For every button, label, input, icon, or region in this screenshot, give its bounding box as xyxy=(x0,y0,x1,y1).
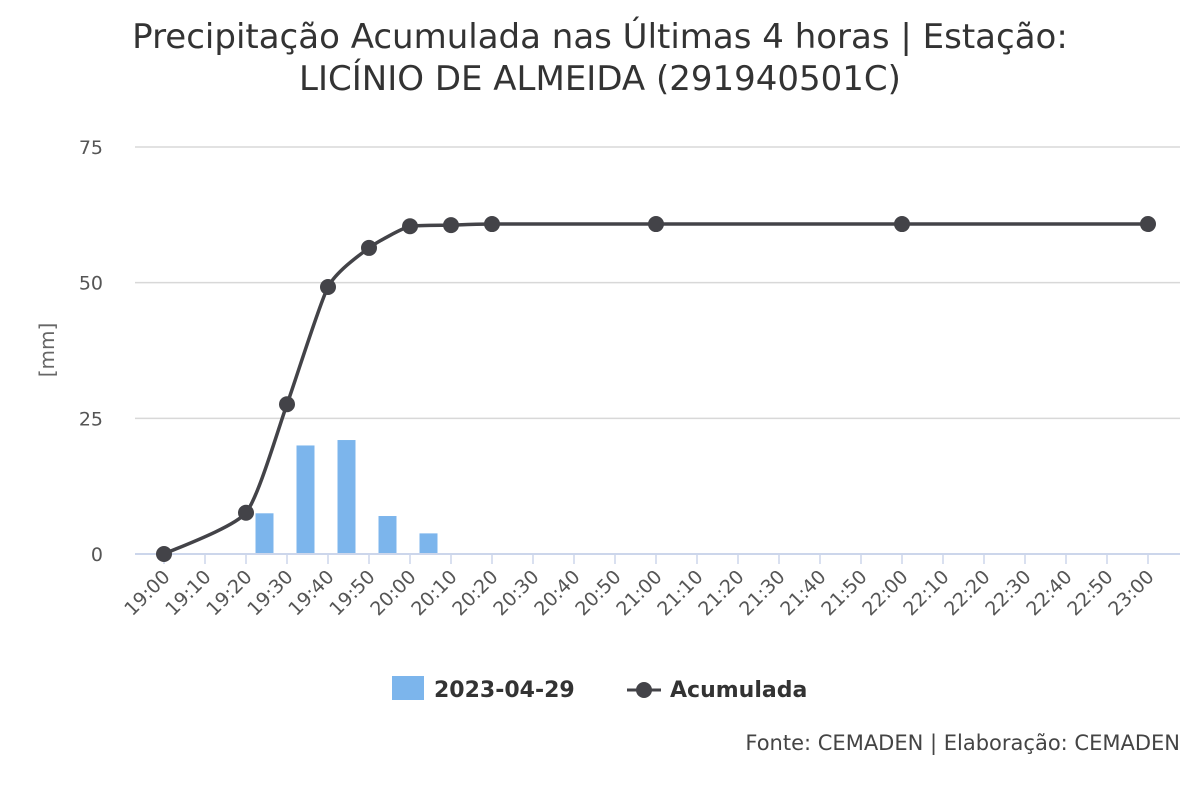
x-tick-label: 19:10 xyxy=(161,566,215,620)
x-tick-label: 20:20 xyxy=(448,566,502,620)
y-axis-ticks: 0 25 50 75 xyxy=(79,137,103,566)
x-tick-label: 19:40 xyxy=(284,566,338,620)
x-tick-label: 19:30 xyxy=(243,566,297,620)
bar[interactable] xyxy=(419,533,438,554)
x-tick-label: 20:50 xyxy=(571,566,625,620)
x-tick-label: 21:50 xyxy=(817,566,871,620)
x-tick-label: 22:50 xyxy=(1063,566,1117,620)
x-tick-label: 22:20 xyxy=(940,566,994,620)
x-tick-label: 21:30 xyxy=(735,566,789,620)
legend-line-label: Acumulada xyxy=(670,678,807,703)
x-tick-label: 21:40 xyxy=(776,566,830,620)
x-tick-label: 19:00 xyxy=(120,566,174,620)
x-axis-ticks: 19:0019:1019:2019:3019:4019:5020:0020:10… xyxy=(120,554,1159,620)
accumulated-point[interactable] xyxy=(238,504,254,521)
chart-title: Precipitação Acumulada nas Últimas 4 hor… xyxy=(132,16,1068,99)
accumulated-point[interactable] xyxy=(484,216,500,233)
x-tick-label: 19:50 xyxy=(325,566,379,620)
accumulated-line xyxy=(163,222,1149,556)
x-tick-label: 22:10 xyxy=(899,566,953,620)
accumulated-point[interactable] xyxy=(894,216,910,233)
bar-series xyxy=(255,440,438,554)
y-tick-label: 50 xyxy=(79,273,103,295)
y-gridlines xyxy=(135,146,1180,420)
bar[interactable] xyxy=(296,445,315,554)
chart-title-line-2: LICÍNIO DE ALMEIDA (291940501C) xyxy=(299,58,901,99)
x-tick-label: 19:20 xyxy=(202,566,256,620)
legend-item-bar[interactable]: 2023-04-29 xyxy=(392,676,575,703)
y-axis-label: [mm] xyxy=(35,323,59,378)
x-tick-label: 23:00 xyxy=(1104,566,1158,620)
accumulated-point[interactable] xyxy=(1140,216,1156,233)
y-tick-label: 0 xyxy=(91,544,103,566)
accumulated-point[interactable] xyxy=(648,216,664,233)
legend-item-line[interactable]: Acumulada xyxy=(627,678,807,703)
chart-title-line-1: Precipitação Acumulada nas Últimas 4 hor… xyxy=(132,16,1068,57)
x-tick-label: 21:00 xyxy=(612,566,666,620)
legend-bar-label: 2023-04-29 xyxy=(434,678,575,703)
accumulated-point[interactable] xyxy=(361,239,377,256)
x-tick-label: 22:00 xyxy=(858,566,912,620)
x-tick-label: 21:10 xyxy=(653,566,707,620)
legend-line-marker xyxy=(636,682,652,698)
accumulated-point[interactable] xyxy=(156,546,172,562)
bar[interactable] xyxy=(378,516,397,554)
bar[interactable] xyxy=(337,440,356,554)
legend-bar-swatch xyxy=(392,676,424,700)
x-tick-label: 20:10 xyxy=(407,566,461,620)
accumulated-point[interactable] xyxy=(279,396,295,413)
accumulated-point[interactable] xyxy=(402,218,418,235)
accumulated-point[interactable] xyxy=(443,217,459,234)
legend: 2023-04-29 Acumulada xyxy=(392,676,807,703)
x-tick-label: 22:30 xyxy=(981,566,1035,620)
bar[interactable] xyxy=(255,513,274,554)
x-tick-label: 22:40 xyxy=(1022,566,1076,620)
y-tick-label: 75 xyxy=(79,137,103,159)
accumulated-point[interactable] xyxy=(320,279,336,296)
x-tick-label: 20:30 xyxy=(489,566,543,620)
y-tick-label: 25 xyxy=(79,408,103,430)
x-tick-label: 20:00 xyxy=(366,566,420,620)
x-tick-label: 20:40 xyxy=(530,566,584,620)
accumulated-series xyxy=(156,216,1156,562)
x-tick-label: 21:20 xyxy=(694,566,748,620)
chart-credits: Fonte: CEMADEN | Elaboração: CEMADEN xyxy=(745,731,1180,756)
